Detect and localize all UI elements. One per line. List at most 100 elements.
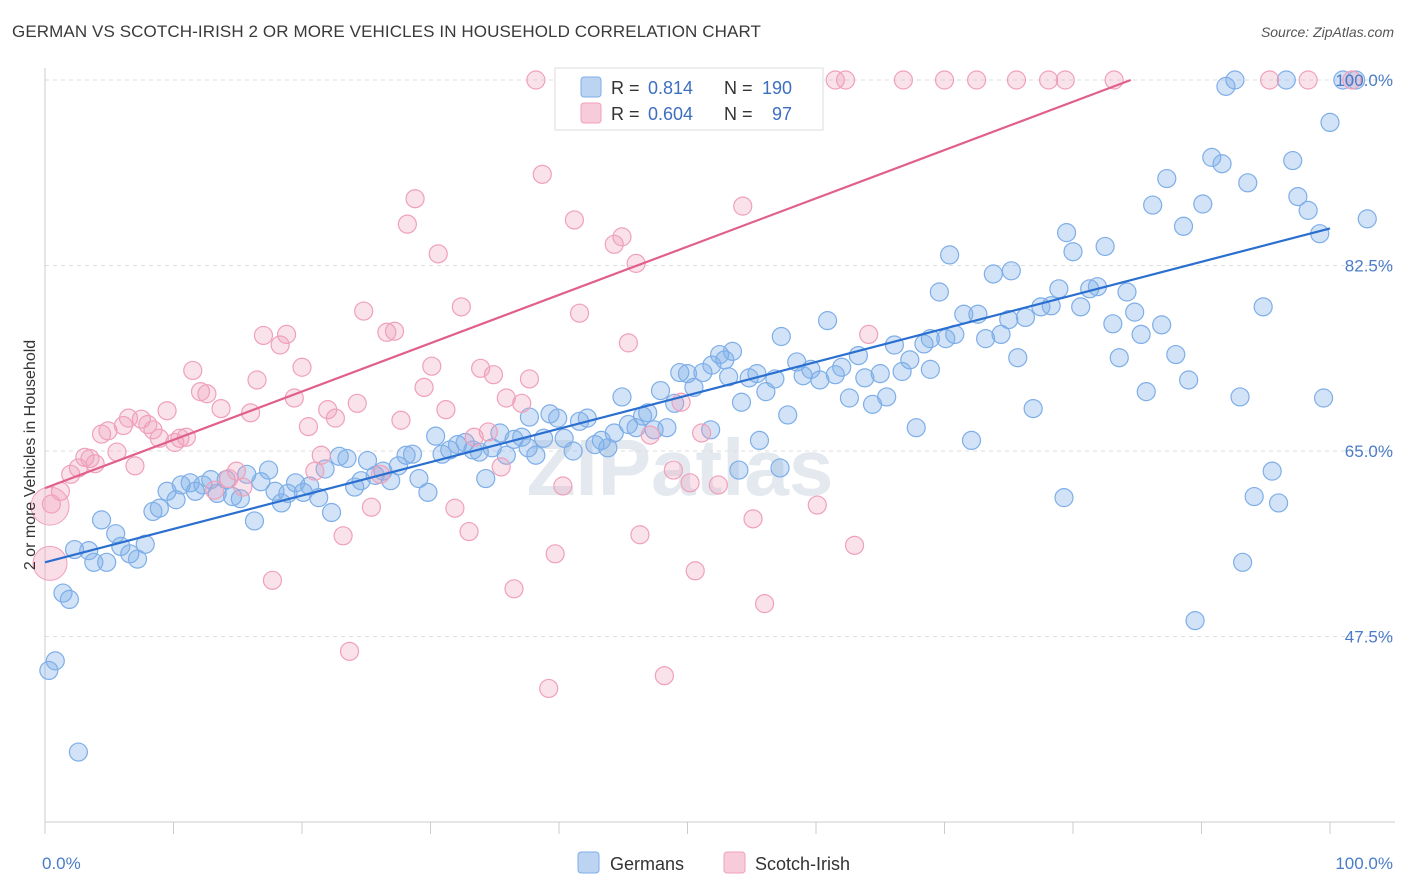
point-scotch-irish-46 (361, 497, 381, 517)
point-germans-151 (1143, 195, 1163, 215)
point-germans-156 (1179, 370, 1199, 390)
point-scotch-irish-116 (1260, 70, 1280, 90)
legend-n-value-germans: 190 (762, 78, 792, 98)
point-germans-53 (418, 482, 438, 502)
point-germans-115 (870, 364, 890, 384)
point-germans-8 (91, 510, 112, 530)
point-germans-129 (976, 329, 996, 349)
point-scotch-irish-89 (663, 460, 683, 480)
bottom-legend-swatch-germans (577, 851, 600, 874)
legend-swatch-germans (580, 76, 602, 98)
point-germans-146 (1109, 348, 1129, 368)
point-germans-165 (1238, 173, 1258, 193)
point-scotch-irish-63 (483, 365, 504, 385)
point-scotch-irish-45 (354, 301, 374, 321)
point-germans-93 (702, 355, 722, 375)
point-scotch-irish-110 (934, 70, 955, 90)
point-scotch-irish-32 (262, 570, 283, 590)
point-scotch-irish-38 (305, 461, 325, 481)
point-germans-110 (832, 357, 852, 377)
point-germans-158 (1193, 194, 1213, 214)
axes (44, 68, 1395, 834)
point-germans-133 (1008, 348, 1028, 368)
point-germans-164 (1233, 552, 1253, 572)
point-germans-119 (900, 350, 920, 370)
point-scotch-irish-70 (532, 164, 552, 184)
point-germans-159 (1202, 147, 1222, 167)
point-germans-149 (1131, 324, 1151, 344)
point-germans-113 (855, 368, 875, 388)
point-scotch-irish-104 (807, 495, 827, 515)
point-germans-75 (577, 408, 597, 428)
point-germans-1 (45, 651, 65, 671)
point-scotch-irish-30 (247, 370, 267, 390)
point-germans-188 (940, 245, 960, 265)
y-tick-label-0: 47.5% (1345, 628, 1393, 647)
legend-r-value-germans: 0.814 (648, 78, 693, 98)
point-germans-67 (518, 438, 538, 458)
point-germans-160 (1212, 154, 1232, 174)
point-germans-172 (1288, 187, 1308, 207)
point-germans-16 (149, 498, 169, 518)
point-scotch-irish-41 (325, 408, 346, 428)
point-germans-123 (929, 282, 949, 302)
point-germans-185 (1054, 488, 1074, 508)
point-germans-168 (1262, 461, 1282, 481)
point-scotch-irish-114 (1055, 70, 1075, 90)
point-scotch-irish-42 (333, 526, 353, 546)
point-scotch-irish-66 (504, 579, 524, 599)
point-germans-9 (97, 552, 117, 572)
point-scotch-irish-71 (539, 678, 559, 699)
point-scotch-irish-57 (445, 498, 465, 518)
point-scotch-irish-44 (347, 393, 367, 413)
point-scotch-irish-106 (835, 70, 856, 90)
point-scotch-irish-31 (253, 325, 274, 346)
point-germans-50 (396, 445, 416, 465)
point-scotch-irish-91 (680, 473, 700, 493)
point-germans-117 (884, 335, 904, 355)
point-germans-147 (1117, 282, 1137, 302)
point-germans-81 (618, 414, 638, 435)
point-scotch-irish-36 (292, 357, 312, 377)
point-germans-58 (455, 432, 475, 453)
source-label: Source: ZipAtlas.com (1260, 24, 1394, 40)
point-germans-29 (244, 511, 265, 531)
point-germans-139 (1056, 223, 1077, 243)
point-germans-175 (1313, 388, 1334, 408)
point-scotch-irish-50 (391, 410, 411, 430)
point-germans-155 (1173, 216, 1194, 236)
point-scotch-irish-25 (211, 399, 231, 419)
x-tick-label-1: 100.0% (1335, 854, 1393, 873)
point-scotch-irish-81 (604, 234, 624, 254)
point-germans-184 (920, 359, 940, 379)
point-scotch-irish-23 (197, 384, 217, 404)
point-scotch-irish-105 (825, 70, 845, 90)
point-scotch-irish-56 (436, 400, 456, 420)
point-germans-152 (1152, 315, 1172, 335)
point-germans-144 (1095, 236, 1115, 257)
point-scotch-irish-60 (464, 427, 484, 447)
point-germans-96 (722, 341, 743, 361)
series-germans (39, 70, 1377, 762)
point-scotch-irish-99 (743, 509, 763, 529)
point-germans-73 (563, 441, 583, 461)
point-germans-68 (526, 445, 546, 465)
point-scotch-irish-39 (311, 445, 331, 465)
point-germans-162 (1225, 70, 1245, 90)
point-germans-132 (1001, 261, 1021, 281)
point-scotch-irish-108 (859, 324, 879, 344)
point-scotch-irish-68 (519, 369, 540, 389)
point-germans-176 (1320, 112, 1340, 133)
point-scotch-irish-65 (496, 388, 516, 408)
trend-line-germans (44, 227, 1331, 564)
point-germans-140 (1063, 242, 1083, 262)
y-tick-labels: 47.5% 65.0% 82.5% 100.0% (1335, 71, 1393, 647)
point-germans-116 (877, 387, 897, 407)
point-germans-51 (402, 444, 423, 464)
point-germans-183 (770, 458, 790, 478)
legend-n-value-scotch-irish: 97 (772, 104, 792, 124)
point-germans-153 (1157, 168, 1177, 189)
point-germans-134 (1015, 307, 1036, 328)
point-germans-135 (1023, 399, 1043, 419)
